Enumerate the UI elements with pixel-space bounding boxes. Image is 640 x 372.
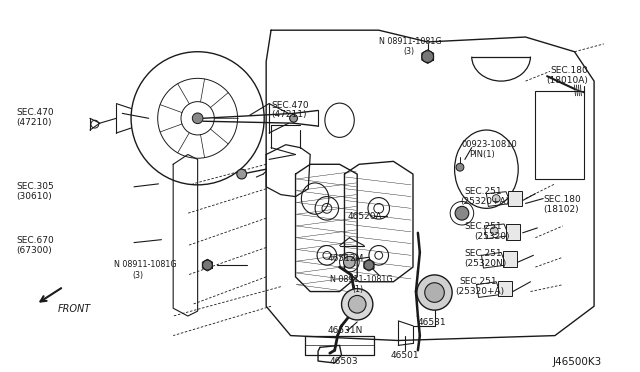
Text: SEC.251: SEC.251 — [465, 222, 502, 231]
Bar — [506, 224, 520, 240]
Bar — [498, 281, 512, 296]
Text: 46512M: 46512M — [328, 254, 364, 263]
Circle shape — [202, 260, 212, 270]
Bar — [508, 191, 522, 206]
Text: 00923-10810: 00923-10810 — [462, 140, 518, 149]
Circle shape — [290, 114, 298, 122]
Text: 46503: 46503 — [330, 357, 358, 366]
Text: (25320): (25320) — [475, 232, 510, 241]
Text: 46520A: 46520A — [348, 212, 382, 221]
Circle shape — [490, 227, 498, 235]
Text: (18102): (18102) — [543, 205, 579, 214]
Circle shape — [348, 295, 366, 313]
Text: SEC.670: SEC.670 — [17, 236, 54, 245]
Text: (47210): (47210) — [17, 118, 52, 127]
Circle shape — [492, 195, 500, 202]
Text: N 08911-1081G: N 08911-1081G — [379, 37, 442, 46]
Text: (25320+A): (25320+A) — [455, 287, 504, 296]
Text: PIN(1): PIN(1) — [468, 150, 495, 158]
Text: (18010A): (18010A) — [546, 76, 588, 85]
Text: SEC.180: SEC.180 — [543, 195, 581, 203]
Circle shape — [422, 51, 433, 62]
Text: N 08911-1081G: N 08911-1081G — [330, 275, 392, 284]
Text: (25320+A): (25320+A) — [460, 196, 509, 206]
Circle shape — [237, 169, 246, 179]
Text: SEC.470: SEC.470 — [17, 109, 54, 118]
Circle shape — [364, 260, 374, 270]
Text: FRONT: FRONT — [58, 304, 91, 314]
Circle shape — [425, 283, 444, 302]
Text: SEC.251: SEC.251 — [459, 277, 497, 286]
Text: SEC.180: SEC.180 — [550, 67, 588, 76]
Circle shape — [417, 275, 452, 310]
Text: 46531N: 46531N — [328, 326, 364, 335]
Text: (47211): (47211) — [271, 110, 307, 119]
Text: (30610): (30610) — [17, 192, 52, 201]
Text: (1): (1) — [352, 285, 364, 294]
Text: SEC.251: SEC.251 — [465, 187, 502, 196]
Text: N 08911-1081G: N 08911-1081G — [115, 260, 177, 269]
Circle shape — [456, 163, 464, 171]
Circle shape — [192, 113, 203, 124]
Text: 46501: 46501 — [390, 351, 419, 360]
Text: J46500K3: J46500K3 — [553, 357, 602, 367]
Text: (25320N): (25320N) — [464, 259, 506, 268]
Text: (67300): (67300) — [17, 246, 52, 254]
Text: SEC.470: SEC.470 — [271, 101, 308, 110]
Bar — [503, 251, 516, 267]
Text: 46531: 46531 — [418, 318, 447, 327]
Text: SEC.251: SEC.251 — [464, 250, 502, 259]
Circle shape — [344, 256, 355, 268]
Text: (3): (3) — [403, 47, 414, 56]
Text: SEC.305: SEC.305 — [17, 182, 54, 191]
Circle shape — [455, 206, 468, 220]
Circle shape — [342, 289, 373, 320]
Bar — [535, 91, 584, 179]
Text: (3): (3) — [132, 271, 143, 280]
